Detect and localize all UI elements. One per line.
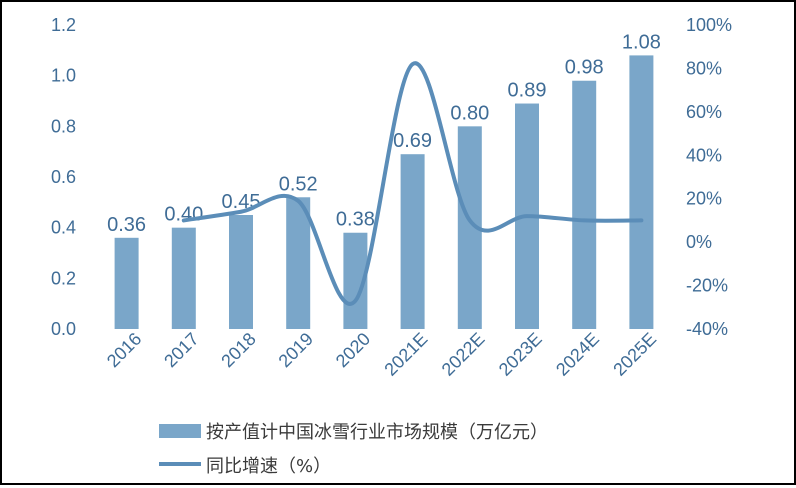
x-tick-2023E: 2023E [495,329,546,380]
bar-2025E [629,55,653,329]
x-tick-2024E: 2024E [552,329,603,380]
left-tick-0.2: 0.2 [51,268,76,288]
x-tick-2018: 2018 [217,329,259,371]
bar-2024E [572,81,596,329]
bar-2016 [115,238,139,329]
right-tick--20%: -20% [686,276,728,296]
bar-label-2019: 0.52 [279,173,318,195]
x-tick-2016: 2016 [103,329,145,371]
bar-label-2023E: 0.89 [508,80,547,102]
bar-label-2021E: 0.69 [393,130,432,152]
bar-label-2025E: 1.08 [622,31,661,53]
left-tick-1.2: 1.2 [51,15,76,35]
x-tick-2021E: 2021E [380,329,431,380]
left-tick-0.6: 0.6 [51,167,76,187]
right-tick-20%: 20% [686,189,722,209]
x-tick-2025E: 2025E [609,329,660,380]
right-tick-80%: 80% [686,58,722,78]
legend-bar-label: 按产值计中国冰雪行业市场规模（万亿元） [206,422,548,443]
right-tick-60%: 60% [686,102,722,122]
bar-label-2022E: 0.80 [450,102,489,124]
right-tick-100%: 100% [686,15,732,35]
bars-group [115,55,654,329]
bar-2017 [172,228,196,329]
left-axis-ticks: 0.0 0.2 0.4 0.6 0.8 1.0 1.2 [51,15,76,339]
legend: 按产值计中国冰雪行业市场规模（万亿元） 同比增速（%） [159,422,548,477]
x-tick-2017: 2017 [160,329,202,371]
x-tick-2022E: 2022E [438,329,489,380]
bar-label-2024E: 0.98 [565,57,604,79]
x-tick-2019: 2019 [275,329,317,371]
left-tick-0.4: 0.4 [51,218,76,238]
bar-label-2016: 0.36 [107,214,146,236]
legend-line-label: 同比增速（%） [206,456,331,477]
right-tick-40%: 40% [686,145,722,165]
right-axis-ticks: -40% -20% 0% 20% 40% 60% 80% 100% [686,15,732,339]
right-tick-0%: 0% [686,232,712,252]
left-tick-1.0: 1.0 [51,66,76,86]
legend-bar-swatch [159,424,201,438]
bar-label-2020: 0.38 [336,209,375,231]
bar-label-2018: 0.45 [222,191,261,213]
right-tick--40%: -40% [686,319,728,339]
x-tick-2020: 2020 [332,329,374,371]
bar-2021E [401,154,425,329]
left-tick-0.8: 0.8 [51,116,76,136]
bar-2018 [229,215,253,329]
left-tick-0.0: 0.0 [51,319,76,339]
